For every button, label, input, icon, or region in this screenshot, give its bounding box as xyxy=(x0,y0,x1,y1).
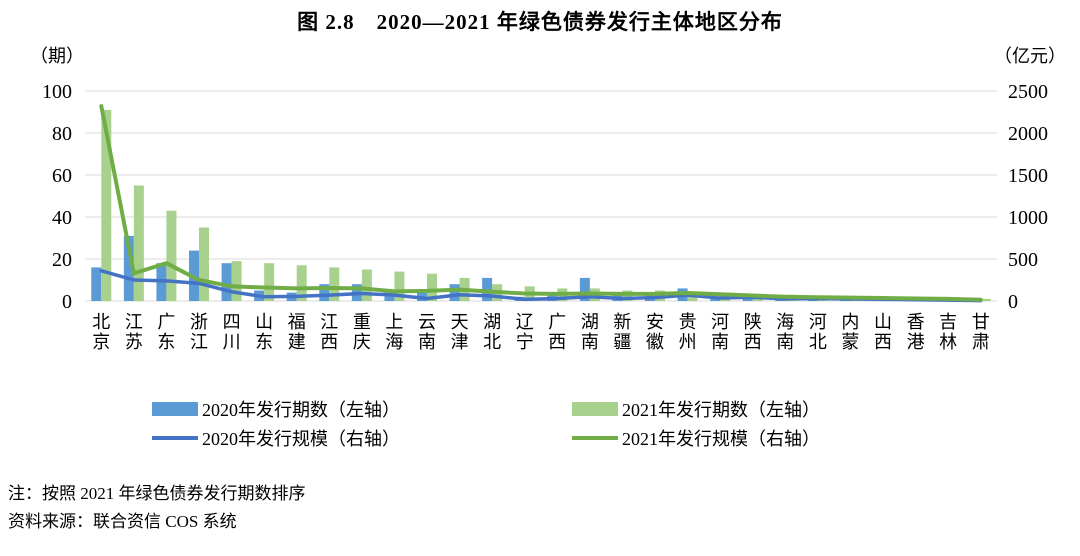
x-axis-label-福建: 福建 xyxy=(288,312,306,352)
x-axis-label-陕西: 陕西 xyxy=(744,312,762,352)
legend-item-2020-scale: 2020年发行规模（右轴） xyxy=(152,425,400,451)
x-axis-label-江西: 江西 xyxy=(320,312,338,352)
x-axis-label-贵州: 贵州 xyxy=(679,312,697,352)
chart-title: 图 2.8 2020—2021 年绿色债券发行主体地区分布 xyxy=(297,10,783,34)
bar-2020-江苏 xyxy=(123,235,134,301)
x-axis-label-湖北: 湖北 xyxy=(483,312,501,352)
x-axis-label-内蒙: 内蒙 xyxy=(841,312,859,352)
legend-label: 2021年发行规模（右轴） xyxy=(622,429,820,449)
x-axis-label-河北: 河北 xyxy=(809,312,827,352)
bar-2021-浙江 xyxy=(199,227,209,301)
x-axis-label-北京: 北京 xyxy=(92,312,110,352)
legend-item-2021-count: 2021年发行期数（左轴） xyxy=(572,396,820,422)
legend-swatch-2020-bar xyxy=(152,402,198,416)
chart-notes: 注：按照 2021 年绿色债券发行期数排序 资料来源：联合资信 COS 系统 xyxy=(8,480,306,536)
bar-2021-广东 xyxy=(166,210,177,301)
left-axis-tick: 100 xyxy=(42,81,72,103)
bar-2020-天津 xyxy=(449,284,460,301)
right-axis-tick: 1500 xyxy=(1008,165,1048,187)
legend-label: 2020年发行期数（左轴） xyxy=(202,400,400,420)
x-axis-label-山西: 山西 xyxy=(874,312,892,352)
x-axis-label-甘肃: 甘肃 xyxy=(972,312,990,352)
chart-legend: 2020年发行期数（左轴） 2021年发行期数（左轴） 2020年发行规模（右轴… xyxy=(0,396,1080,454)
left-axis-tick: 80 xyxy=(52,123,72,145)
x-axis-label-辽宁: 辽宁 xyxy=(516,312,534,352)
bar-2021-江西 xyxy=(329,267,340,301)
left-axis-tick: 0 xyxy=(62,291,72,313)
x-axis-label-广西: 广西 xyxy=(548,312,566,352)
bar-2021-北京 xyxy=(101,109,112,302)
left-axis-tick: 40 xyxy=(52,207,72,229)
bar-2021-甘肃 xyxy=(980,298,991,301)
legend-swatch-2020-line xyxy=(152,436,198,440)
legend-label: 2020年发行规模（右轴） xyxy=(202,429,400,449)
bar-2021-重庆 xyxy=(361,269,372,301)
right-axis-tick: 2000 xyxy=(1008,123,1048,145)
x-axis-label-山东: 山东 xyxy=(255,312,273,352)
bar-2020-江西 xyxy=(319,284,330,301)
bar-2020-四川 xyxy=(221,263,232,301)
x-axis-label-重庆: 重庆 xyxy=(353,312,371,352)
left-axis-tick: 60 xyxy=(52,165,72,187)
right-axis-tick: 0 xyxy=(1008,291,1018,313)
right-axis-unit-label: （亿元） xyxy=(994,46,1066,66)
x-axis-label-海南: 海南 xyxy=(776,312,794,352)
bar-2021-上海 xyxy=(394,271,405,301)
bar-2021-四川 xyxy=(231,261,242,301)
x-axis-label-新疆: 新疆 xyxy=(613,312,631,352)
x-axis-label-上海: 上海 xyxy=(385,312,403,352)
bar-2021-江苏 xyxy=(133,185,144,301)
legend-swatch-2021-line xyxy=(572,436,618,440)
left-axis-tick: 20 xyxy=(52,249,72,271)
right-axis-tick: 1000 xyxy=(1008,207,1048,229)
x-axis-label-江苏: 江苏 xyxy=(125,312,143,352)
sort-note: 注：按照 2021 年绿色债券发行期数排序 xyxy=(8,484,306,503)
bar-2021-云南 xyxy=(427,273,437,301)
x-axis-label-广东: 广东 xyxy=(157,312,175,352)
legend-item-2020-count: 2020年发行期数（左轴） xyxy=(152,396,400,422)
bar-2020-湖南 xyxy=(579,277,590,301)
x-axis-label-香港: 香港 xyxy=(907,312,925,352)
legend-row: 2020年发行期数（左轴） 2021年发行期数（左轴） xyxy=(0,396,1080,425)
x-axis-label-吉林: 吉林 xyxy=(939,312,957,352)
x-axis-label-湖南: 湖南 xyxy=(581,312,599,352)
legend-label: 2021年发行期数（左轴） xyxy=(622,400,820,420)
left-axis-unit-label: （期） xyxy=(30,46,84,66)
x-axis-label-四川: 四川 xyxy=(223,312,241,352)
bar-2021-福建 xyxy=(296,265,307,301)
source-note: 资料来源：联合资信 COS 系统 xyxy=(8,512,237,531)
right-axis-tick: 500 xyxy=(1008,249,1038,271)
x-axis-label-天津: 天津 xyxy=(451,312,469,352)
legend-row: 2020年发行规模（右轴） 2021年发行规模（右轴） xyxy=(0,425,1080,454)
bar-2021-山东 xyxy=(264,263,275,301)
bar-2020-河南 xyxy=(710,298,721,301)
line-2021-scale xyxy=(99,104,983,302)
combo-chart: 0 0 20 500 40 1000 60 1500 80 2000 100 2500 （期） （亿元） 北… xyxy=(30,46,1066,352)
bar-2020-北京 xyxy=(91,267,102,301)
right-axis-tick: 2500 xyxy=(1008,81,1048,103)
x-axis-label-浙江: 浙江 xyxy=(190,312,208,352)
legend-item-2021-scale: 2021年发行规模（右轴） xyxy=(572,425,820,451)
x-axis-label-云南: 云南 xyxy=(418,312,436,352)
x-axis-label-安徽: 安徽 xyxy=(646,312,664,352)
x-axis-label-河南: 河南 xyxy=(711,312,729,352)
legend-swatch-2021-bar xyxy=(572,402,618,416)
